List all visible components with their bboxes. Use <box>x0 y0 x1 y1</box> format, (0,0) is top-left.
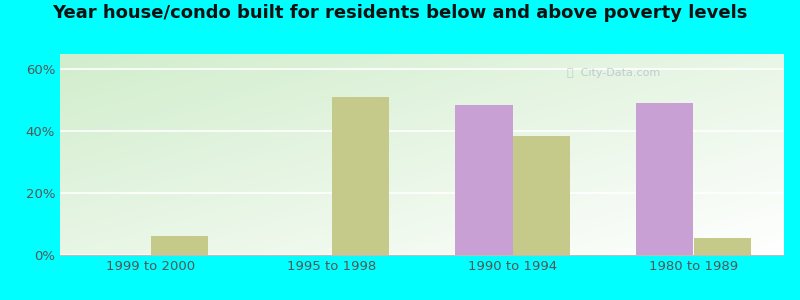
Bar <box>454 105 513 255</box>
Bar <box>331 97 390 255</box>
Text: ⓘ  City-Data.com: ⓘ City-Data.com <box>566 68 660 78</box>
Text: Year house/condo built for residents below and above poverty levels: Year house/condo built for residents bel… <box>52 4 748 22</box>
Bar <box>635 103 694 255</box>
Bar <box>694 238 751 255</box>
Bar <box>513 136 570 255</box>
Bar <box>150 236 209 255</box>
